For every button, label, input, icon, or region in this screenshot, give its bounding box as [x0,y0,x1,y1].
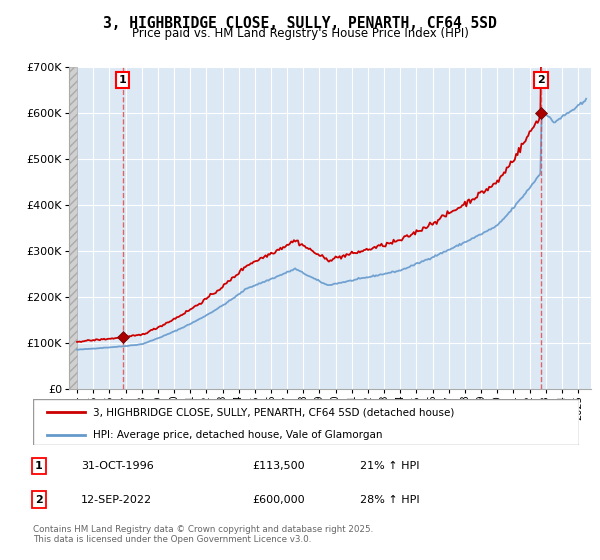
Text: 2: 2 [537,75,545,85]
Text: 1: 1 [35,461,43,471]
Text: 1: 1 [119,75,127,85]
Bar [69,67,77,389]
Text: 2: 2 [35,494,43,505]
Text: 3, HIGHBRIDGE CLOSE, SULLY, PENARTH, CF64 5SD (detached house): 3, HIGHBRIDGE CLOSE, SULLY, PENARTH, CF6… [93,407,454,417]
Text: Contains HM Land Registry data © Crown copyright and database right 2025.
This d: Contains HM Land Registry data © Crown c… [33,525,373,544]
Text: 12-SEP-2022: 12-SEP-2022 [81,494,152,505]
Text: 21% ↑ HPI: 21% ↑ HPI [360,461,419,471]
Text: 28% ↑ HPI: 28% ↑ HPI [360,494,419,505]
Text: Price paid vs. HM Land Registry's House Price Index (HPI): Price paid vs. HM Land Registry's House … [131,27,469,40]
Text: HPI: Average price, detached house, Vale of Glamorgan: HPI: Average price, detached house, Vale… [93,430,383,440]
Text: £113,500: £113,500 [252,461,305,471]
Text: 31-OCT-1996: 31-OCT-1996 [81,461,154,471]
Text: 3, HIGHBRIDGE CLOSE, SULLY, PENARTH, CF64 5SD: 3, HIGHBRIDGE CLOSE, SULLY, PENARTH, CF6… [103,16,497,31]
Text: £600,000: £600,000 [252,494,305,505]
